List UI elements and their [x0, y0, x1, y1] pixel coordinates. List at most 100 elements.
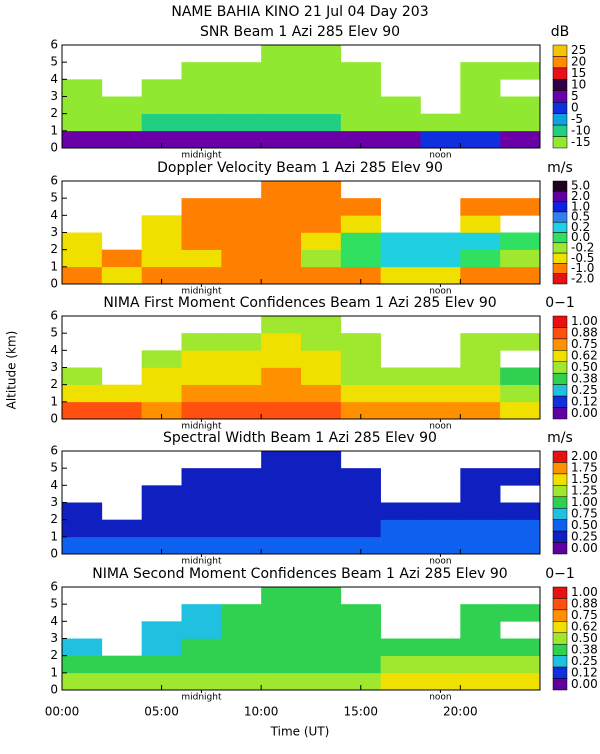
heatmap-cell	[141, 655, 182, 674]
heatmap-cell	[500, 655, 541, 674]
heatmap-cell	[301, 316, 342, 334]
colorbar-swatch	[552, 542, 568, 555]
annotation: midnight	[181, 287, 222, 297]
heatmap-cell	[261, 130, 302, 149]
heatmap-cell	[301, 215, 342, 233]
heatmap-cell	[301, 384, 342, 403]
heatmap-cell	[340, 519, 381, 538]
heatmap-cell	[181, 350, 222, 368]
colorbar-swatch	[552, 609, 568, 622]
y-tick-label: 1	[50, 394, 58, 408]
heatmap-cell	[181, 130, 222, 149]
x-tick-label: 05:00	[144, 705, 179, 719]
heatmap-cell	[460, 468, 501, 486]
heatmap-cell	[301, 604, 342, 622]
y-tick-label: 5	[50, 326, 58, 340]
x-tick-label: 10:00	[244, 705, 279, 719]
colorbar-swatch	[552, 586, 568, 599]
heatmap-cell	[221, 655, 262, 674]
heatmap-cell	[380, 96, 421, 114]
heatmap-cell	[181, 232, 222, 250]
heatmap-cell	[221, 96, 262, 114]
x-tick-label: 15:00	[343, 705, 378, 719]
y-tick-label: 0	[50, 141, 58, 155]
heatmap-cell	[221, 232, 262, 250]
heatmap-cell	[221, 350, 262, 368]
panel-title: NIMA First Moment Confidences Beam 1 Azi…	[103, 295, 496, 311]
heatmap-cell	[261, 215, 302, 233]
heatmap-cell	[380, 367, 421, 385]
heatmap-cell	[301, 350, 342, 368]
colorbar-swatch	[552, 252, 568, 264]
heatmap-cell	[221, 249, 262, 268]
colorbar-unit: m/s	[547, 160, 573, 176]
heatmap-cell	[221, 485, 262, 503]
heatmap-cell	[141, 536, 182, 555]
heatmap-cell	[101, 384, 142, 403]
heatmap-cell	[460, 215, 501, 233]
y-tick-label: 5	[50, 597, 58, 611]
heatmap-cell	[500, 536, 541, 555]
page-title: NAME BAHIA KINO 21 Jul 04 Day 203	[171, 4, 428, 20]
heatmap-cell	[340, 502, 381, 520]
y-tick-label: 0	[50, 412, 58, 426]
y-tick-label: 4	[50, 478, 58, 492]
heatmap-cell	[460, 519, 501, 538]
heatmap-cell	[380, 502, 421, 520]
heatmap-cell	[261, 604, 302, 622]
heatmap-cell	[301, 79, 342, 97]
colorbar-label: 0.38	[571, 371, 598, 385]
y-tick-label: 0	[50, 683, 58, 697]
heatmap-cell	[261, 249, 302, 268]
heatmap-cell	[420, 519, 461, 538]
colorbar-swatch	[552, 462, 568, 475]
colorbar-swatch	[552, 79, 568, 92]
heatmap-cell	[101, 401, 142, 420]
colorbar-label: -2.0	[571, 271, 594, 285]
colorbar-swatch	[552, 507, 568, 520]
heatmap-cell	[181, 384, 222, 403]
heatmap-cell	[460, 502, 501, 520]
heatmap-cell	[101, 130, 142, 149]
heatmap-cell	[181, 96, 222, 114]
heatmap-cell	[380, 672, 421, 691]
heatmap-cell	[101, 655, 142, 674]
heatmap-cell	[181, 468, 222, 486]
colorbar-swatch	[552, 327, 568, 340]
panel-title: Spectral Width Beam 1 Azi 285 Elev 90	[163, 430, 437, 446]
heatmap-cell	[460, 249, 501, 268]
y-tick-label: 3	[50, 631, 58, 645]
heatmap-cell	[181, 672, 222, 691]
colorbar-label: 0.2	[571, 220, 590, 234]
heatmap-cell	[261, 79, 302, 97]
heatmap-cell	[261, 401, 302, 420]
heatmap-cell	[62, 655, 103, 674]
heatmap-cell	[460, 79, 501, 97]
heatmap-cell	[301, 62, 342, 80]
heatmap-cell	[221, 519, 262, 538]
heatmap-cell	[261, 232, 302, 250]
y-tick-label: 6	[50, 309, 58, 323]
heatmap-cell	[460, 198, 501, 216]
y-tick-label: 5	[50, 461, 58, 475]
heatmap-cell	[380, 536, 421, 555]
heatmap-cell	[301, 502, 342, 520]
heatmap-cell	[301, 401, 342, 420]
annotation: midnight	[181, 422, 222, 432]
y-tick-label: 2	[50, 648, 58, 662]
heatmap-cell	[460, 232, 501, 250]
colorbar-swatch	[552, 621, 568, 634]
colorbar-swatch	[552, 180, 568, 192]
heatmap-cell	[420, 130, 461, 149]
heatmap-cell	[460, 130, 501, 149]
heatmap-cell	[460, 604, 501, 622]
colorbar-swatch	[552, 519, 568, 532]
colorbar-swatch	[552, 242, 568, 254]
heatmap-cell	[301, 638, 342, 656]
colorbar-swatch	[552, 473, 568, 486]
colorbar-swatch	[552, 361, 568, 374]
colorbar-label: 0.75	[571, 506, 598, 520]
colorbar-label: 0.50	[571, 518, 598, 532]
colorbar-label: -0.2	[571, 240, 594, 254]
heatmap-cell	[340, 672, 381, 691]
